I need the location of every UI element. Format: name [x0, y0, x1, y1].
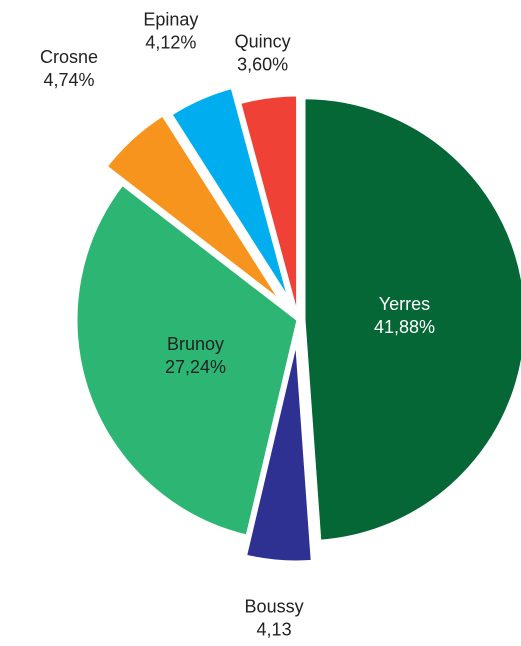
pie-slice [103, 112, 284, 304]
value-label: 4,12% [145, 32, 196, 52]
value-label: 41,88% [374, 317, 435, 337]
slice-label: Boussy [245, 596, 304, 616]
value-label: 4,13 [257, 619, 292, 639]
pie-slice [302, 96, 521, 543]
slice-label: Epinay [143, 9, 198, 29]
pie-slice [243, 339, 314, 564]
pie-slice [237, 93, 300, 318]
pie-slice [74, 182, 300, 538]
slice-label: Brunoy [167, 334, 224, 354]
slice-label: Yerres [379, 294, 430, 314]
value-label: 3,60% [237, 54, 288, 74]
slice-label: Crosne [40, 47, 98, 67]
value-label: 4,74% [44, 70, 95, 90]
pie-slice [168, 85, 292, 303]
slice-label: Quincy [235, 31, 291, 51]
value-label: 27,24% [165, 357, 226, 377]
